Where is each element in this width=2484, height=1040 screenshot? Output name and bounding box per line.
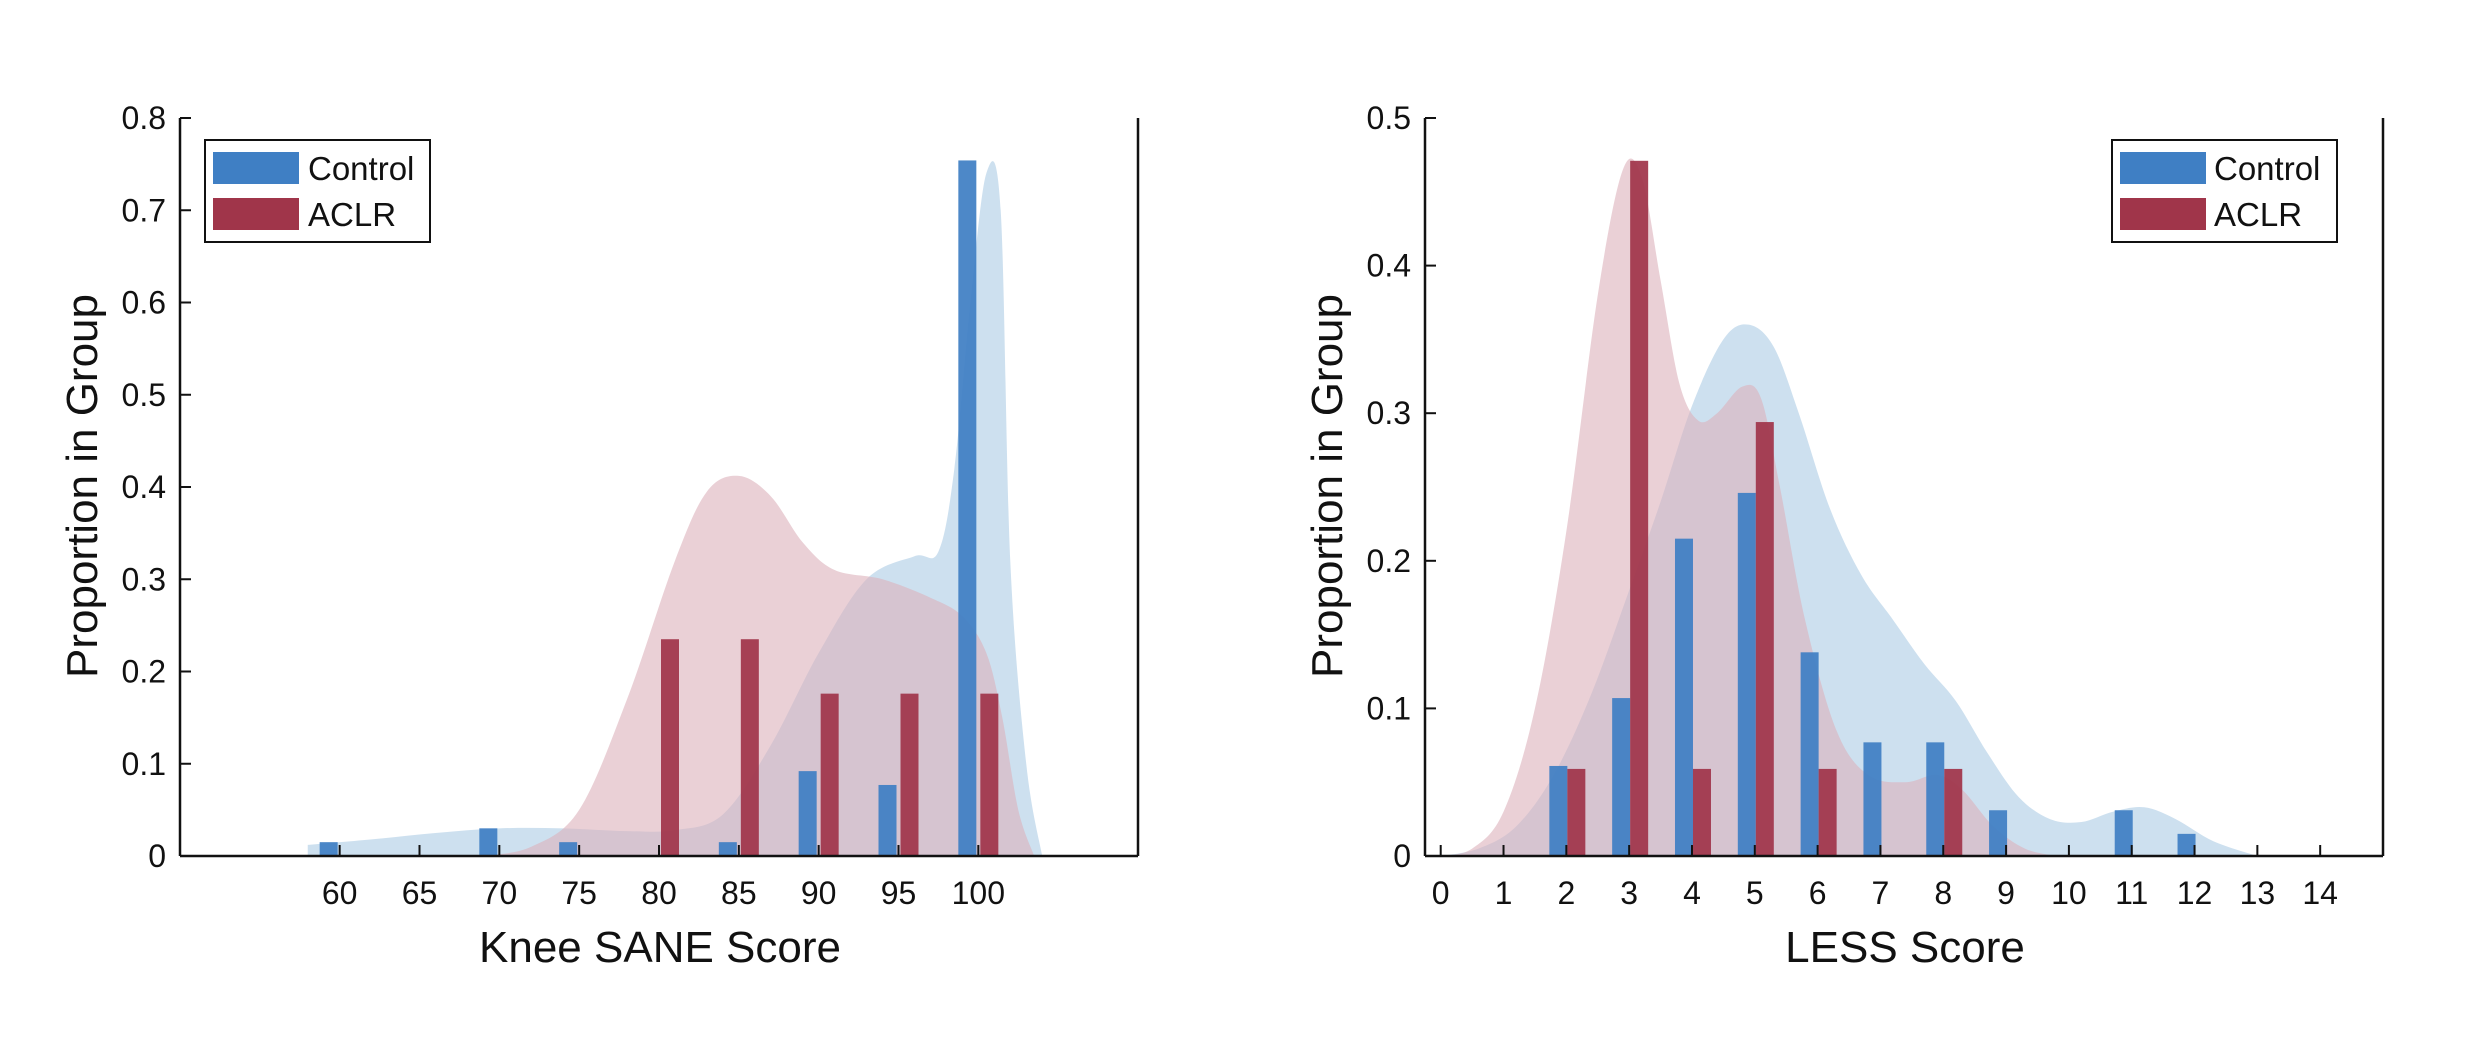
chart-2-legend: Control ACLR bbox=[2111, 139, 2338, 243]
y-tick-label: 0.3 bbox=[1367, 395, 1411, 431]
bar-control bbox=[1737, 492, 1756, 856]
legend-label-control: Control bbox=[2214, 150, 2320, 187]
x-tick-label: 85 bbox=[721, 875, 757, 911]
x-tick-label: 100 bbox=[952, 875, 1005, 911]
bar-aclr bbox=[1944, 768, 1963, 856]
legend-label-control: Control bbox=[308, 150, 414, 187]
bar-control bbox=[1612, 698, 1631, 856]
bar-control bbox=[1989, 810, 2008, 856]
bar-aclr bbox=[740, 639, 759, 856]
x-tick-label: 2 bbox=[1557, 875, 1575, 911]
x-tick-label: 70 bbox=[482, 875, 518, 911]
bar-aclr bbox=[820, 693, 839, 856]
legend-swatch-aclr bbox=[2120, 198, 2206, 230]
legend-swatch-control bbox=[213, 152, 299, 184]
bar-control bbox=[1800, 652, 1819, 856]
bar-aclr bbox=[1692, 768, 1711, 856]
x-tick-label: 6 bbox=[1809, 875, 1827, 911]
y-tick-label: 0.5 bbox=[122, 377, 166, 413]
bar-control bbox=[1674, 538, 1693, 856]
x-tick-label: 11 bbox=[2115, 875, 2148, 911]
bar-aclr bbox=[661, 639, 679, 856]
y-tick-label: 0 bbox=[1393, 838, 1411, 874]
bar-aclr bbox=[1567, 768, 1586, 856]
y-tick-label: 0.4 bbox=[122, 469, 166, 505]
sane-chart: Knee SANE Score Proportion in Group 0 0.1… bbox=[58, 100, 1140, 972]
bar-aclr bbox=[1630, 160, 1649, 856]
bar-control bbox=[559, 842, 578, 856]
y-tick-label: 0.4 bbox=[1367, 248, 1411, 284]
y-tick-label: 0.3 bbox=[122, 561, 166, 597]
legend-label-aclr: ACLR bbox=[308, 196, 396, 233]
chart-1-legend: Control ACLR bbox=[204, 139, 431, 243]
bar-control bbox=[1549, 765, 1568, 856]
bar-control bbox=[1926, 742, 1945, 856]
legend-swatch-aclr bbox=[213, 198, 299, 230]
y-tick-label: 0.6 bbox=[122, 285, 166, 321]
bar-control bbox=[958, 160, 977, 856]
bar-control bbox=[479, 828, 498, 856]
y-tick-label: 0 bbox=[148, 838, 166, 874]
x-tick-label: 7 bbox=[1872, 875, 1890, 911]
x-tick-label: 14 bbox=[2302, 875, 2338, 911]
x-tick-label: 9 bbox=[1997, 875, 2015, 911]
bar-control bbox=[878, 784, 897, 856]
chart-1-xlabel: Knee SANE Score bbox=[479, 923, 841, 972]
x-tick-label: 1 bbox=[1495, 875, 1513, 911]
plot-area: 00.10.20.30.40.50 1 2 3 4 5 6 7 8 9 10 11 12 13 14 bbox=[1367, 100, 2385, 911]
x-tick-label: 65 bbox=[402, 875, 438, 911]
less-chart: LESS Score Proportion in Group 0 0.1 0.2 0.… bbox=[1303, 100, 2385, 972]
bar-aclr bbox=[980, 693, 999, 856]
x-tick-label: 5 bbox=[1746, 875, 1764, 911]
y-tick-label: 0.2 bbox=[1367, 543, 1411, 579]
chart-1-ylabel: Proportion in Group bbox=[58, 294, 107, 678]
bar-aclr bbox=[1818, 768, 1837, 856]
x-tick-label: 60 bbox=[322, 875, 358, 911]
bar-aclr bbox=[900, 693, 919, 856]
legend-label-aclr: ACLR bbox=[2214, 196, 2302, 233]
x-tick-label: 95 bbox=[881, 875, 917, 911]
y-tick-label: 0.1 bbox=[1367, 690, 1411, 726]
bar-control bbox=[2177, 833, 2196, 856]
x-tick-label: 80 bbox=[641, 875, 677, 911]
chart-2-ylabel: Proportion in Group bbox=[1303, 294, 1352, 678]
bar-control bbox=[2114, 810, 2133, 856]
x-tick-label: 90 bbox=[801, 875, 837, 911]
bar-aclr bbox=[1755, 422, 1774, 856]
x-tick-label: 75 bbox=[561, 875, 597, 911]
bar-control bbox=[1863, 742, 1882, 856]
y-tick-label: 0.8 bbox=[122, 100, 166, 136]
x-tick-label: 10 bbox=[2051, 875, 2087, 911]
bar-control bbox=[718, 842, 737, 856]
bar-control bbox=[319, 842, 338, 856]
x-tick-label: 0 bbox=[1432, 875, 1450, 911]
bar-control bbox=[798, 771, 817, 856]
y-tick-label: 0.7 bbox=[122, 192, 166, 228]
y-tick-label: 0.5 bbox=[1367, 100, 1411, 136]
y-tick-label: 0.2 bbox=[122, 654, 166, 690]
chart-2-xlabel: LESS Score bbox=[1785, 923, 2025, 972]
y-tick-label: 0.1 bbox=[122, 746, 166, 782]
x-tick-label: 12 bbox=[2177, 875, 2213, 911]
plot-area: 0 0.1 0.2 0.3 0.4 0.5 0.6 0.7 0.8 60 65 70 75 80 85 90 9… bbox=[122, 100, 1140, 911]
x-tick-label: 13 bbox=[2240, 875, 2276, 911]
x-tick-label: 8 bbox=[1934, 875, 1952, 911]
x-tick-label: 4 bbox=[1683, 875, 1701, 911]
legend-swatch-control bbox=[2120, 152, 2206, 184]
x-tick-label: 3 bbox=[1620, 875, 1638, 911]
